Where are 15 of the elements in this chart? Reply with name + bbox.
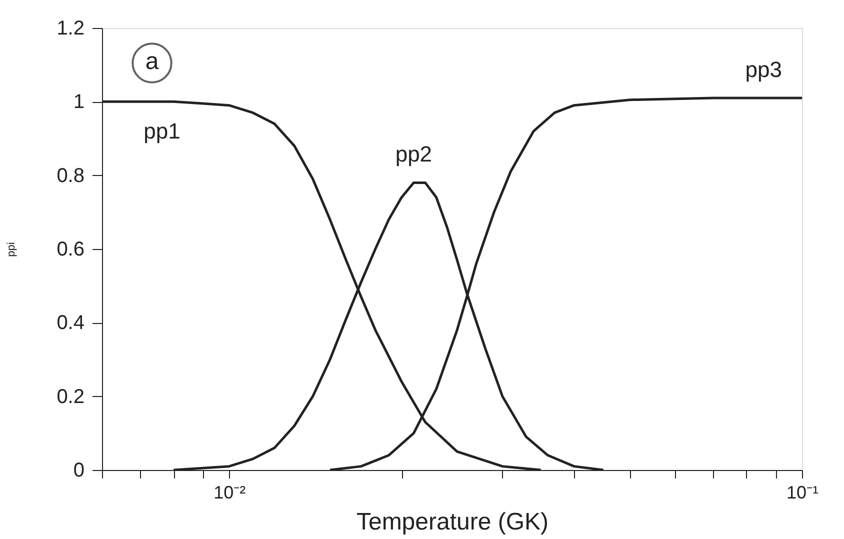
x-tick-label: 10⁻¹: [786, 482, 819, 502]
y-tick-label: 0.4: [56, 312, 84, 334]
series-label: pp1: [144, 118, 180, 144]
x-axis-title: Temperature (GK): [356, 508, 549, 536]
y-tick-label: 0.8: [56, 164, 84, 187]
series-label: pp2: [395, 142, 432, 167]
y-tick-label: 0: [73, 460, 84, 482]
x-tick-label: 10⁻²: [214, 482, 246, 502]
annotation: a: [145, 48, 160, 75]
y-tick-label: 0.6: [56, 238, 84, 260]
y-tick-label: 1: [73, 91, 84, 114]
y-axis-title: ppi: [6, 242, 18, 257]
y-tick-label: 1.2: [56, 18, 84, 40]
series-label: pp3: [745, 56, 782, 82]
y-tick-label: 0.2: [56, 386, 84, 408]
